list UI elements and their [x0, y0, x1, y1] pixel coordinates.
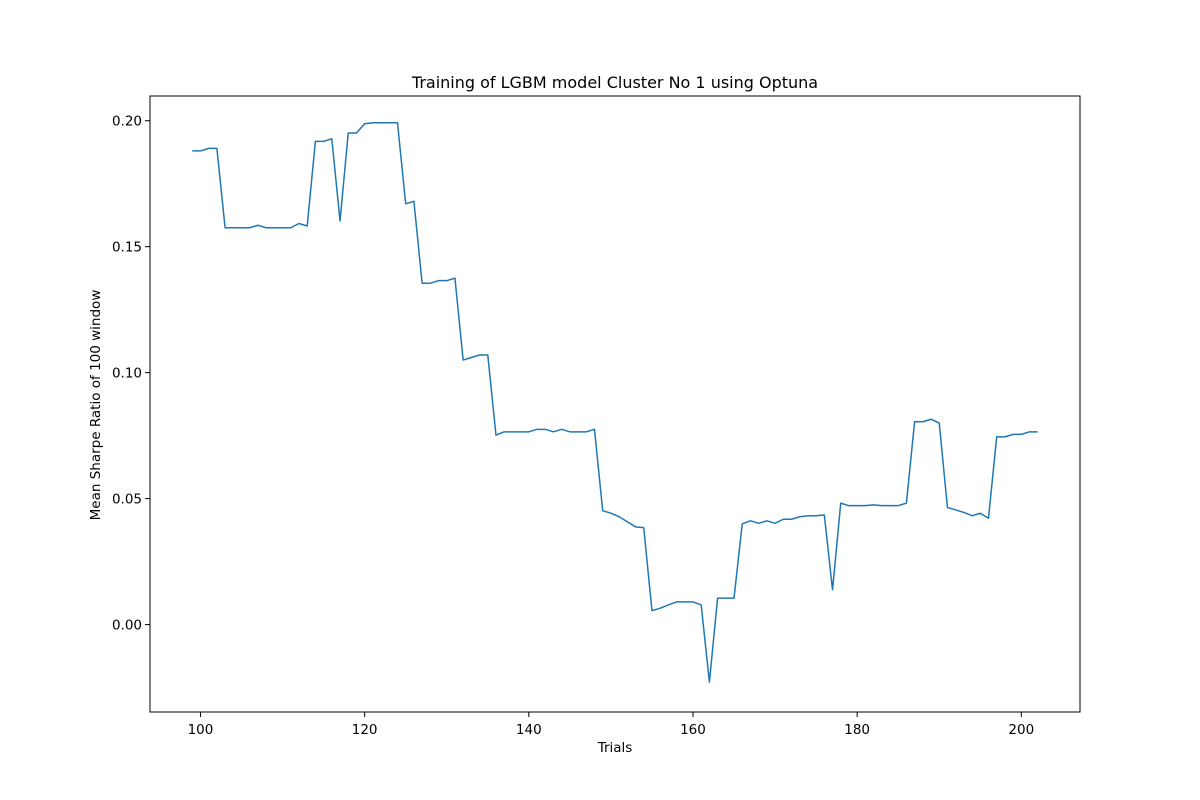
x-tick-label: 180: [844, 722, 870, 738]
y-tick-label: 0.00: [112, 618, 142, 634]
y-tick-label: 0.15: [112, 240, 142, 256]
x-tick-label: 140: [516, 722, 542, 738]
y-tick-label: 0.20: [112, 114, 142, 130]
y-axis: 0.00 0.05 0.10 0.15 0.20: [112, 114, 150, 634]
x-tick-label: 120: [352, 722, 378, 738]
x-axis-label: Trials: [597, 740, 633, 756]
plot-area: [149, 95, 1081, 713]
x-tick-label: 100: [188, 722, 214, 738]
x-tick-label: 200: [1008, 722, 1034, 738]
plot-frame: [149, 95, 1081, 713]
x-tick-label: 160: [680, 722, 706, 738]
chart-title: Training of LGBM model Cluster No 1 usin…: [411, 73, 818, 92]
y-axis-label: Mean Sharpe Ratio of 100 window: [88, 290, 104, 521]
y-tick-label: 0.10: [112, 366, 142, 382]
x-axis: 100 120 140 160 180 200: [188, 712, 1034, 738]
series-line-0: [192, 121, 1038, 683]
y-tick-label: 0.05: [112, 492, 142, 508]
